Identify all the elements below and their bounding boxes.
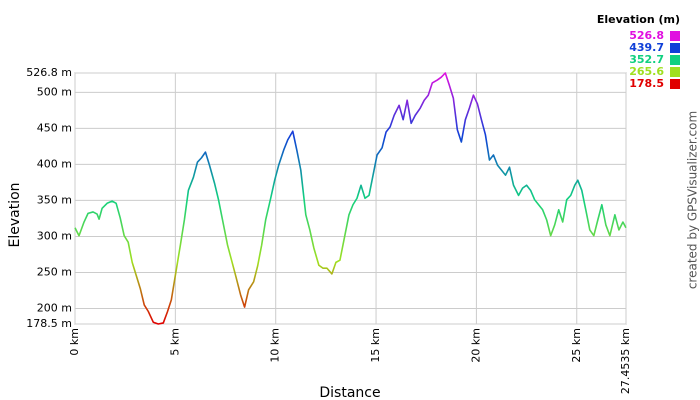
- elevation-line: [74, 72, 627, 325]
- y-tick-label: 400 m: [37, 157, 72, 170]
- y-tick-label: 450 m: [37, 121, 72, 134]
- legend-label: 265.6: [629, 65, 664, 78]
- y-tick-label: 178.5 m: [26, 317, 72, 330]
- x-tick-label: 15 km: [369, 328, 382, 363]
- legend-swatch: [670, 31, 680, 41]
- legend-label: 526.8: [629, 29, 664, 42]
- y-tick-label: 500 m: [37, 85, 72, 98]
- y-tick-label: 300 m: [37, 229, 72, 242]
- credit: created by GPSVisualizer.com: [686, 111, 700, 289]
- x-tick-label: 20 km: [469, 328, 482, 363]
- legend-label: 178.5: [629, 77, 664, 90]
- legend-swatch: [670, 67, 680, 77]
- x-axis-title: Distance: [319, 385, 380, 400]
- x-tick-label: 25 km: [570, 328, 583, 363]
- legend-swatch: [670, 79, 680, 89]
- y-tick-label: 526.8 m: [26, 66, 72, 79]
- y-axis-title: Elevation: [7, 182, 23, 247]
- x-tick-label: 10 km: [269, 328, 282, 363]
- x-tick-label: 0 km: [68, 328, 81, 356]
- legend-label: 439.7: [629, 41, 664, 54]
- legend-swatch: [670, 55, 680, 65]
- y-tick-label: 200 m: [37, 302, 72, 315]
- x-tick-label: 27.4535 km: [619, 328, 632, 394]
- y-tick-label: 350 m: [37, 193, 72, 206]
- legend-title: Elevation (m): [597, 13, 680, 26]
- y-tick-label: 250 m: [37, 265, 72, 278]
- x-tick-label: 5 km: [168, 328, 181, 356]
- legend-label: 352.7: [629, 53, 664, 66]
- plot-frame: [74, 72, 627, 325]
- legend-swatch: [670, 43, 680, 53]
